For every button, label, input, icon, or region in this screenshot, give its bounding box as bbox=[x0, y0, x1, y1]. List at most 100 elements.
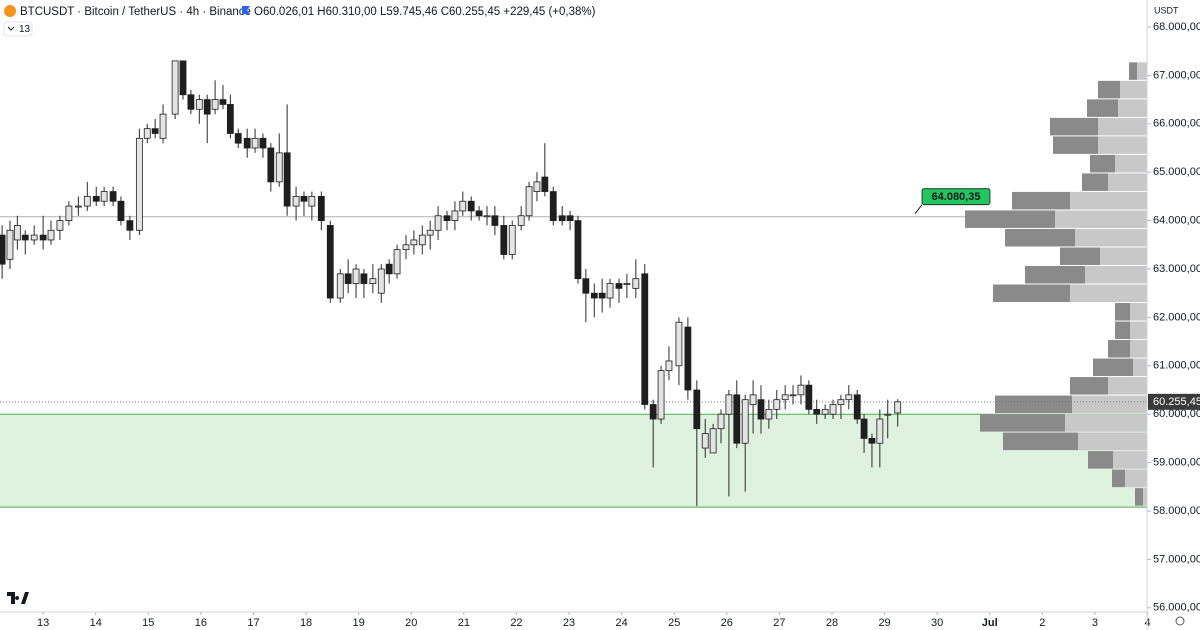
candle-body bbox=[541, 176, 549, 192]
x-tick-label: 13 bbox=[37, 617, 49, 629]
profile-dark bbox=[1129, 62, 1137, 80]
profile-light bbox=[1118, 99, 1147, 117]
candle-body bbox=[467, 200, 475, 212]
candle-body bbox=[159, 113, 167, 139]
profile-light bbox=[1072, 395, 1147, 414]
main-layer: 56.000,00 57.000,00 58.000,00 59.000,00 60.0… bbox=[0, 21, 1200, 629]
profile-dark bbox=[1090, 154, 1115, 173]
candle-body bbox=[92, 196, 100, 202]
candle-body bbox=[582, 278, 590, 294]
x-tick-label: 27 bbox=[773, 617, 785, 629]
x-tick-label: 29 bbox=[878, 617, 890, 629]
profile-light bbox=[1070, 284, 1147, 302]
y-tick-label: 61.000,00 bbox=[1153, 360, 1200, 372]
profile-dark bbox=[965, 210, 1055, 228]
flag-icon bbox=[242, 6, 250, 14]
candle-body bbox=[590, 292, 598, 299]
candle-body bbox=[491, 215, 499, 226]
coin-icon bbox=[4, 5, 16, 17]
candle-body bbox=[549, 191, 557, 222]
profile-dark bbox=[1115, 321, 1130, 340]
x-tick-label: 20 bbox=[405, 617, 417, 629]
y-tick-label: 66.000,00 bbox=[1153, 118, 1200, 130]
y-tick-label: 63.000,00 bbox=[1153, 263, 1200, 275]
profile-dark bbox=[995, 395, 1072, 414]
candle-body bbox=[6, 229, 14, 260]
candle-body bbox=[410, 239, 418, 246]
candle-body bbox=[39, 234, 47, 241]
candle-body bbox=[741, 399, 749, 444]
y-tick-label: 67.000,00 bbox=[1153, 69, 1200, 81]
candle-body bbox=[813, 408, 821, 415]
candle-body bbox=[717, 413, 725, 430]
price-axis-unit: USDT bbox=[1154, 5, 1179, 15]
profile-dark bbox=[1005, 228, 1075, 247]
candle-body bbox=[251, 137, 259, 149]
settings-icon[interactable] bbox=[1175, 616, 1185, 626]
candle-body bbox=[21, 234, 29, 241]
profile-dark bbox=[1003, 432, 1078, 451]
candle-body bbox=[789, 394, 797, 397]
candle-body bbox=[0, 234, 6, 265]
candle-body bbox=[623, 283, 631, 285]
candle-body bbox=[126, 220, 134, 231]
candle-body bbox=[837, 399, 845, 405]
candle-body bbox=[517, 215, 525, 226]
x-tick-label: 16 bbox=[195, 617, 207, 629]
profile-light bbox=[1108, 173, 1147, 191]
profile-light bbox=[1085, 265, 1147, 284]
profile-light bbox=[1108, 377, 1147, 395]
indicator-toggle[interactable] bbox=[3, 21, 33, 37]
y-tick-label: 56.000,00 bbox=[1153, 602, 1200, 614]
profile-light bbox=[1115, 154, 1147, 173]
candle-body bbox=[143, 128, 151, 139]
profile-light bbox=[1130, 340, 1147, 358]
candle-body bbox=[853, 394, 861, 420]
candle-body bbox=[300, 196, 308, 202]
candle-body bbox=[267, 147, 275, 183]
candle-body bbox=[525, 186, 533, 217]
x-tick-label: 28 bbox=[826, 617, 838, 629]
x-tick-label: 25 bbox=[668, 617, 680, 629]
logo-shape bbox=[7, 592, 29, 604]
profile-light bbox=[1055, 210, 1147, 228]
symbol-title: BTCUSDT · Bitcoin / TetherUS · 4h · Bina… bbox=[20, 6, 251, 18]
candle-body bbox=[725, 394, 733, 415]
candle-body bbox=[894, 401, 902, 414]
profile-dark bbox=[1098, 80, 1120, 99]
profile-dark bbox=[1060, 247, 1100, 265]
candle-body bbox=[781, 394, 789, 401]
candle-body bbox=[283, 152, 291, 207]
candle-body bbox=[443, 215, 451, 222]
ohlc-readout: O60.026,01 H60.310,00 L59.745,46 C60.255… bbox=[254, 6, 596, 18]
candle-body bbox=[203, 99, 211, 115]
profile-dark bbox=[1087, 99, 1118, 117]
candle-body bbox=[151, 128, 159, 134]
candle-body bbox=[675, 321, 683, 367]
profile-dark bbox=[1088, 451, 1113, 469]
profile-light bbox=[1133, 358, 1147, 377]
profile-dark bbox=[1135, 488, 1143, 506]
candle-body bbox=[195, 99, 203, 110]
profile-dark bbox=[1050, 117, 1098, 136]
candle-body bbox=[845, 394, 853, 401]
candle-body bbox=[219, 99, 227, 105]
x-tick-label: 30 bbox=[931, 617, 943, 629]
profile-dark bbox=[1082, 173, 1108, 191]
last-price-box bbox=[1148, 393, 1200, 410]
profile-light bbox=[1098, 117, 1147, 136]
candle-body bbox=[336, 273, 344, 299]
profile-dark bbox=[1070, 377, 1108, 395]
x-tick-label: 18 bbox=[300, 617, 312, 629]
y-tick-label: 57.000,00 bbox=[1153, 553, 1200, 565]
x-tick-label: 17 bbox=[247, 617, 259, 629]
candle-body bbox=[259, 137, 267, 149]
tv-logo bbox=[7, 592, 29, 604]
level-callout-label: 64.080,35 bbox=[932, 191, 981, 203]
candle-body bbox=[701, 433, 709, 449]
x-tick-label: 22 bbox=[510, 617, 522, 629]
candle-body bbox=[179, 60, 187, 96]
candle-body bbox=[317, 196, 325, 222]
candle-body bbox=[369, 278, 377, 284]
